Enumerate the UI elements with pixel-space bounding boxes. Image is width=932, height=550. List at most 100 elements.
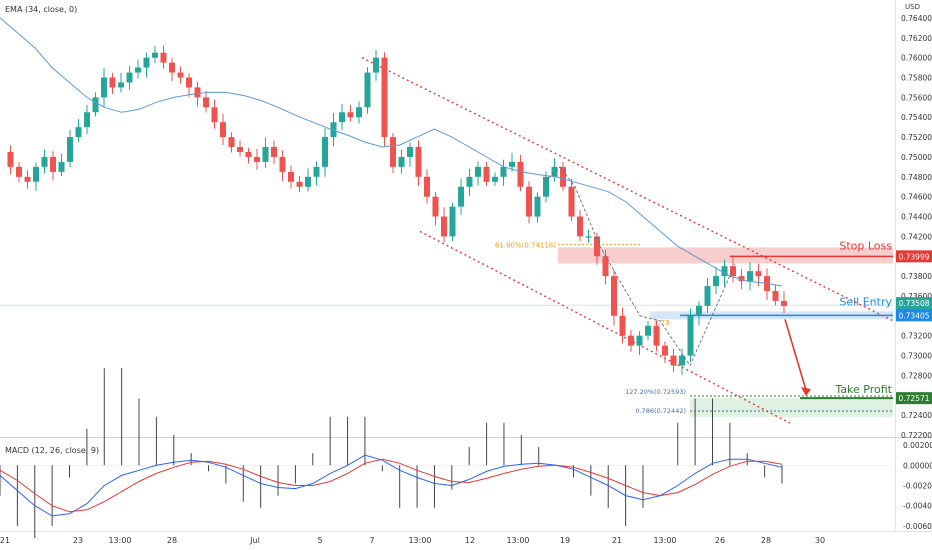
candle-body bbox=[330, 122, 337, 138]
candle-body bbox=[203, 97, 209, 108]
time-tick-label: 13:00 bbox=[653, 536, 676, 545]
candle-body bbox=[432, 196, 439, 217]
candle-body bbox=[441, 216, 447, 237]
candle-body bbox=[636, 335, 643, 346]
currency-label: USD bbox=[905, 3, 920, 11]
time-tick-label: 13:00 bbox=[408, 536, 431, 545]
price-tick-label: 0.73600 bbox=[901, 292, 932, 301]
candle-body bbox=[262, 147, 269, 162]
candle-body bbox=[721, 266, 728, 277]
macd-tick-label: -0.00600 bbox=[903, 522, 932, 531]
price-tick-label: 0.73200 bbox=[901, 332, 932, 341]
macd-tick-label: -0.00400 bbox=[903, 502, 932, 511]
fib-partial-label: 0.73 bbox=[654, 319, 670, 327]
candle-body bbox=[449, 206, 456, 237]
candle-body bbox=[492, 176, 498, 182]
price-tick-label: 0.75600 bbox=[901, 93, 932, 102]
candle-body bbox=[568, 186, 575, 217]
candle-body bbox=[67, 137, 73, 162]
candle-body bbox=[211, 107, 218, 123]
candle-body bbox=[364, 72, 371, 108]
candle-body bbox=[271, 147, 277, 157]
macd-line bbox=[0, 454, 783, 517]
price-tick-label: 0.72400 bbox=[901, 411, 932, 420]
candle-body bbox=[390, 137, 396, 167]
price-tick-label: 0.74400 bbox=[901, 213, 932, 222]
candle-body bbox=[339, 112, 345, 123]
candle-body bbox=[534, 196, 541, 217]
fib-1272-label: 127.20%(0.72593) bbox=[625, 388, 686, 396]
candle-body bbox=[237, 147, 243, 152]
sell-entry-label: Sell Entry bbox=[839, 295, 892, 308]
candle-body bbox=[296, 181, 303, 187]
take-profit-label: Take Profit bbox=[834, 383, 892, 396]
price-tick-label: 0.74200 bbox=[901, 232, 932, 241]
candle-body bbox=[543, 176, 549, 197]
candle-body bbox=[704, 286, 711, 306]
candle-body bbox=[288, 171, 294, 182]
candle-body bbox=[279, 156, 286, 172]
candle-body bbox=[160, 52, 167, 63]
candle-body bbox=[305, 176, 311, 187]
candle-body bbox=[662, 345, 668, 356]
sell-entry-price-text: 0.73405 bbox=[898, 311, 929, 320]
candle-body bbox=[738, 276, 745, 282]
candle-body bbox=[458, 186, 464, 207]
candle-body bbox=[228, 137, 235, 148]
price-tick-label: 0.75000 bbox=[901, 153, 932, 162]
candle-body bbox=[373, 57, 379, 73]
candle-body bbox=[356, 107, 362, 118]
candle-body bbox=[517, 161, 524, 187]
candle-body bbox=[50, 156, 56, 172]
time-tick-label: 13:00 bbox=[108, 536, 131, 545]
price-tick-label: 0.76200 bbox=[901, 34, 932, 43]
candle-body bbox=[602, 256, 609, 277]
candle-body bbox=[670, 355, 677, 366]
time-tick-label: 21 bbox=[0, 536, 10, 545]
time-tick-label: 13:00 bbox=[506, 536, 529, 545]
macd-tick-label: 0.00000 bbox=[903, 461, 932, 470]
macd-tick-label: 0.00200 bbox=[903, 441, 932, 450]
candle-body bbox=[407, 147, 413, 157]
stop-loss-price-text: 0.73999 bbox=[898, 252, 929, 261]
candle-body bbox=[772, 291, 779, 301]
ema-line bbox=[0, 17, 783, 287]
candle-body bbox=[109, 77, 116, 88]
price-tick-label: 0.73800 bbox=[901, 272, 932, 281]
candle-body bbox=[687, 315, 694, 356]
fib-618-label: 61.80%(0.74118) bbox=[495, 242, 556, 250]
candle-body bbox=[92, 97, 99, 113]
candle-body bbox=[58, 161, 65, 172]
candle-body bbox=[24, 176, 31, 182]
candle-body bbox=[415, 147, 422, 177]
channel-upper bbox=[361, 57, 894, 322]
candle-body bbox=[653, 325, 660, 346]
candle-body bbox=[194, 87, 201, 98]
time-tick-label: Jul bbox=[249, 536, 260, 545]
candle-body bbox=[526, 186, 532, 217]
price-tick-label: 0.73000 bbox=[901, 352, 932, 361]
ema-legend: EMA (34, close, 0) bbox=[5, 5, 78, 14]
stop-loss-price-box bbox=[896, 250, 932, 263]
candle-body bbox=[245, 151, 252, 157]
candle-body bbox=[696, 305, 702, 316]
candle-body bbox=[424, 176, 430, 197]
time-tick-label: 19 bbox=[560, 536, 570, 545]
candle-body bbox=[628, 335, 634, 346]
macd-tick-label: -0.00200 bbox=[903, 482, 932, 491]
candle-body bbox=[152, 52, 158, 58]
price-tick-label: 0.75200 bbox=[901, 133, 932, 142]
candle-body bbox=[16, 166, 22, 177]
price-tick-label: 0.76400 bbox=[901, 14, 932, 23]
target-arrow-line bbox=[784, 319, 807, 391]
candle-body bbox=[585, 236, 592, 238]
candle-body bbox=[713, 276, 719, 287]
stop-loss-zone bbox=[558, 247, 893, 264]
time-tick-label: 5 bbox=[317, 536, 322, 545]
candle-body bbox=[509, 161, 515, 167]
candle-body bbox=[781, 300, 787, 306]
candle-body bbox=[220, 122, 226, 138]
sell-entry-price-box bbox=[896, 309, 932, 322]
